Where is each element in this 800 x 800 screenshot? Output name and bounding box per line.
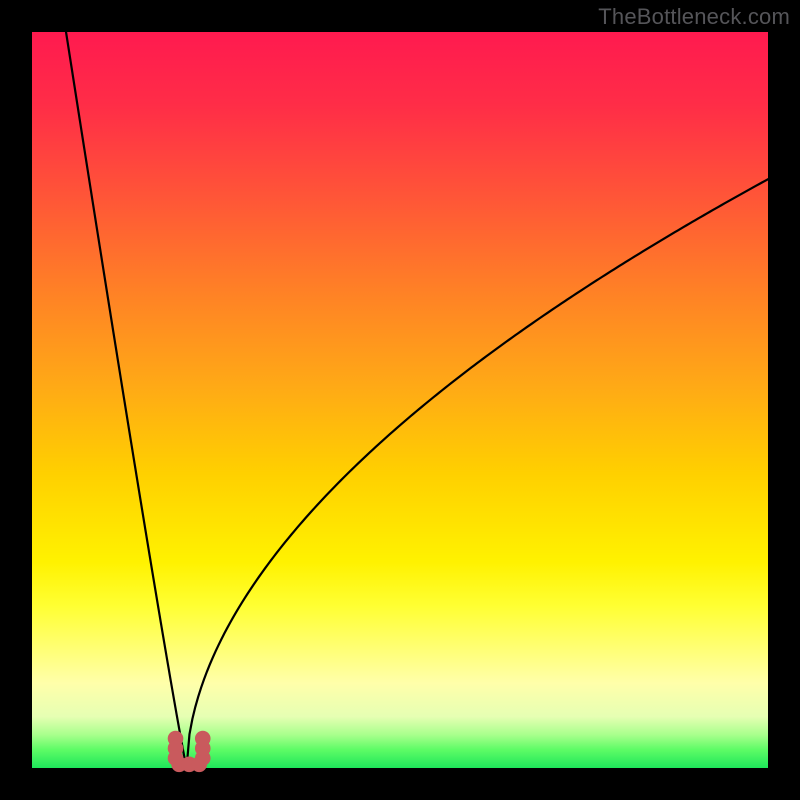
bottleneck-curve-chart <box>0 0 800 800</box>
watermark-text: TheBottleneck.com <box>598 4 790 30</box>
gradient-background <box>32 32 768 768</box>
chart-frame: TheBottleneck.com <box>0 0 800 800</box>
optimal-range-dot <box>195 731 211 747</box>
